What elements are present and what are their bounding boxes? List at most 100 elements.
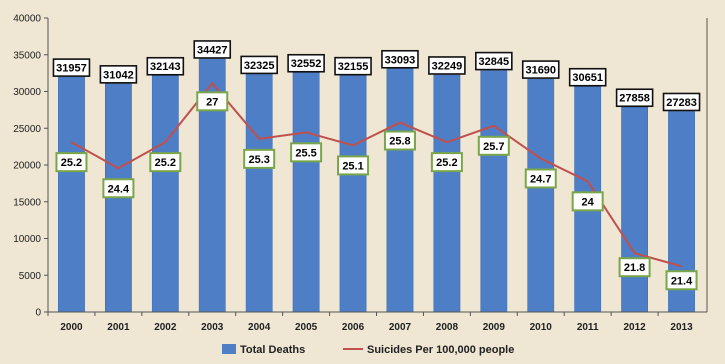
bar-data-label-box	[428, 56, 466, 75]
rate-data-label: 21.4	[671, 275, 693, 287]
bar-data-label: 32325	[244, 60, 275, 72]
bar-labels: 31957 31042 32143 34427 32325 32552 32155 33093…	[52, 40, 701, 112]
rate-data-label: 25.7	[483, 141, 504, 153]
x-tick-label: 2007	[389, 322, 412, 333]
rate-labels: 25.2 24.4 25.2 27 25.3 25.5 25.1 25.8 25.2 25.7 24…	[55, 91, 698, 291]
line-point	[399, 121, 401, 124]
x-tick-label: 2001	[107, 322, 130, 333]
bar	[621, 106, 648, 313]
line-point	[680, 265, 683, 268]
x-tick-label: 2011	[577, 322, 599, 333]
bar	[245, 74, 273, 313]
bar	[292, 72, 320, 313]
y-tick-label: 40000	[13, 14, 41, 25]
line-point	[633, 252, 636, 254]
line-point	[305, 131, 307, 134]
bar	[151, 75, 179, 313]
rate-data-label: 25.3	[248, 154, 269, 166]
bar-data-label-box	[146, 56, 185, 76]
x-tick-label: 2010	[530, 322, 553, 333]
x-tick-label: 2013	[670, 322, 693, 333]
x-tick-label: 2004	[248, 322, 271, 333]
y-axis: 0 5000 10000 15000 20000 25000 30000 35000 40000	[13, 14, 49, 319]
rate-data-label-box	[102, 178, 135, 199]
bar-data-label-box	[568, 67, 607, 87]
y-tick-label: 15000	[13, 197, 41, 208]
rate-data-label-box	[618, 257, 651, 278]
y-tick-label: 5000	[19, 271, 42, 282]
rate-data-label: 25.2	[155, 157, 176, 169]
bar	[480, 70, 508, 313]
bar-data-label-box	[287, 53, 325, 73]
rate-data-label: 24.7	[530, 173, 551, 185]
bar-data-label-box	[662, 92, 701, 112]
y-tick-label: 25000	[13, 124, 41, 135]
bar-data-label: 31690	[525, 65, 556, 77]
line-point	[352, 144, 354, 147]
bar	[339, 75, 367, 313]
bar-data-label: 32249	[432, 60, 463, 72]
bar	[433, 74, 461, 313]
rate-data-label-box	[290, 142, 323, 163]
y-tick-label: 20000	[13, 161, 41, 172]
rate-data-label-box	[196, 91, 229, 112]
bar-data-label: 32845	[479, 56, 510, 68]
bar-data-label-box	[99, 65, 138, 84]
bar-data-label: 33093	[385, 54, 416, 66]
bar-data-label: 27858	[619, 93, 650, 105]
line-path	[70, 81, 682, 268]
y-tick-label: 10000	[13, 234, 41, 245]
legend: Total Deaths Suicides Per 100,000 people	[222, 344, 514, 356]
bar	[386, 68, 414, 313]
bar-data-label: 32552	[291, 58, 322, 70]
rate-data-label: 25.1	[342, 160, 363, 172]
x-tick-label: 2012	[623, 322, 646, 333]
rate-data-label: 25.8	[389, 136, 410, 148]
legend-label-suicide-rate: Suicides Per 100,000 people	[367, 344, 514, 356]
bar-data-label: 32143	[150, 61, 181, 73]
x-tick-label: 2008	[436, 322, 459, 333]
line-point	[211, 82, 214, 85]
bar-data-label: 34427	[197, 44, 228, 56]
line-point	[258, 138, 260, 140]
bar-data-label: 31042	[103, 69, 134, 81]
bar-data-label-box	[475, 51, 513, 71]
rate-data-label-box	[243, 148, 276, 169]
line-point	[70, 141, 73, 143]
legend-label-total-deaths: Total Deaths	[240, 344, 305, 356]
rate-data-label-box	[337, 155, 370, 176]
bar	[527, 78, 555, 313]
bar-data-label-box	[193, 40, 232, 59]
x-tick-label: 2006	[342, 322, 365, 333]
line-point	[446, 141, 448, 143]
x-tick-label: 2002	[154, 322, 177, 333]
y-tick-label: 35000	[13, 50, 41, 61]
bar-data-label-box	[615, 88, 654, 108]
bar-data-label-box	[240, 55, 278, 75]
x-axis: 2000 2001 2002 2003 2004 2005 2006 2007 2008 2009…	[47, 311, 707, 333]
rate-data-label-box	[477, 135, 510, 156]
rate-data-label: 25.2	[61, 157, 82, 169]
bar-data-label: 27283	[666, 97, 697, 109]
y-tick-label: 0	[35, 308, 41, 319]
rate-data-label-box	[383, 130, 416, 151]
x-tick-label: 2003	[201, 322, 224, 333]
bar	[58, 76, 85, 313]
line-series	[70, 81, 683, 268]
bar-data-label: 30651	[572, 72, 603, 84]
y-tick-label: 30000	[13, 87, 41, 98]
line-point	[164, 141, 167, 143]
x-tick-label: 2005	[295, 322, 318, 333]
x-tick-label: 2009	[483, 322, 506, 333]
rate-data-label-box	[665, 270, 698, 291]
bar-data-label-box	[334, 56, 372, 76]
rate-data-label: 25.2	[436, 157, 457, 169]
rate-data-label: 25.5	[295, 147, 316, 159]
rate-data-label-box	[524, 168, 557, 189]
bar-data-label: 31957	[56, 63, 87, 75]
rate-data-label: 27	[206, 96, 218, 108]
line-point	[493, 125, 495, 127]
bar-data-label-box	[521, 60, 560, 79]
